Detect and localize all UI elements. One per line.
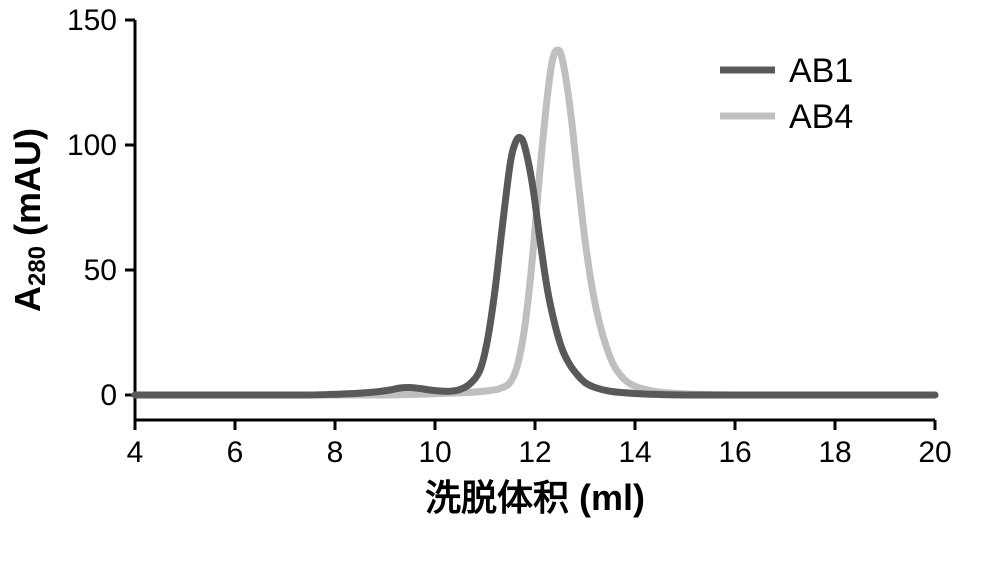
y-tick-label: 150 xyxy=(67,4,117,37)
y-tick-label: 100 xyxy=(67,129,117,162)
legend-label-ab1: AB1 xyxy=(789,52,853,90)
y-tick-label: 50 xyxy=(84,254,117,287)
y-tick-label: 0 xyxy=(100,379,117,412)
x-tick-label: 18 xyxy=(818,436,851,469)
chromatogram-chart: 4 6 8 10 12 14 16 18 20 0 50 100 150 洗脱体积 (ml) A280 (m… xyxy=(0,0,1000,563)
x-tick-label: 8 xyxy=(327,436,344,469)
x-tick-label: 16 xyxy=(718,436,751,469)
y-axis-title: A280 (mAU) xyxy=(7,128,51,312)
chart-container: 4 6 8 10 12 14 16 18 20 0 50 100 150 洗脱体积 (ml) A280 (m… xyxy=(0,0,1000,563)
x-tick-label: 12 xyxy=(518,436,551,469)
x-axis-title: 洗脱体积 (ml) xyxy=(425,477,645,518)
x-tick-label: 14 xyxy=(618,436,651,469)
x-tick-label: 6 xyxy=(227,436,244,469)
x-tick-label: 20 xyxy=(918,436,951,469)
x-tick-label: 4 xyxy=(127,436,144,469)
x-tick-label: 10 xyxy=(418,436,451,469)
legend-label-ab4: AB4 xyxy=(789,98,853,136)
